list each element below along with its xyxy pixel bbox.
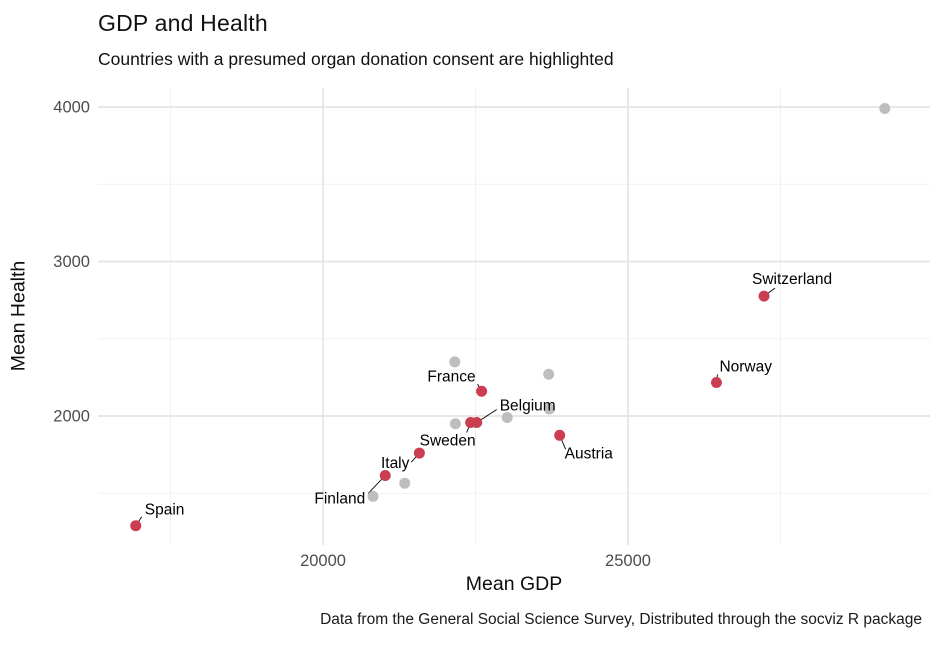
country-label-spain: Spain xyxy=(145,502,185,519)
data-point-muted xyxy=(543,368,555,380)
data-point-muted xyxy=(367,490,379,502)
data-point-muted xyxy=(543,403,555,415)
y-tick-label: 4000 xyxy=(53,99,90,117)
country-label-austria: Austria xyxy=(565,445,614,462)
country-label-finland: Finland xyxy=(314,490,365,507)
data-point-muted xyxy=(449,418,461,430)
x-axis-title: Mean GDP xyxy=(465,573,563,595)
data-point-muted xyxy=(879,103,891,115)
y-tick-label: 2000 xyxy=(53,407,90,425)
country-label-switzerland: Switzerland xyxy=(752,271,832,288)
country-label-france: France xyxy=(427,368,475,385)
x-tick-label: 20000 xyxy=(300,552,346,570)
data-point-finland xyxy=(379,469,391,481)
y-axis-title: Mean Health xyxy=(7,260,30,372)
data-point-switzerland xyxy=(758,290,770,302)
country-label-italy: Italy xyxy=(381,455,410,472)
country-label-sweden: Sweden xyxy=(420,432,476,449)
country-label-belgium: Belgium xyxy=(500,397,556,414)
data-point-belgium xyxy=(471,416,483,428)
data-point-france xyxy=(476,385,488,397)
data-point-muted xyxy=(449,356,461,368)
source-caption: Data from the General Social Science Sur… xyxy=(320,611,922,628)
chart-subtitle: Countries with a presumed organ donation… xyxy=(98,49,614,69)
chart-title: GDP and Health xyxy=(98,10,268,36)
data-point-norway xyxy=(710,376,722,388)
data-point-muted xyxy=(399,477,411,489)
x-tick-label: 25000 xyxy=(605,552,651,570)
data-point-spain xyxy=(130,520,142,532)
data-point-italy xyxy=(413,447,425,459)
data-point-muted xyxy=(501,412,513,424)
y-tick-label: 3000 xyxy=(53,253,90,271)
country-label-norway: Norway xyxy=(719,358,772,375)
data-point-austria xyxy=(554,429,566,441)
